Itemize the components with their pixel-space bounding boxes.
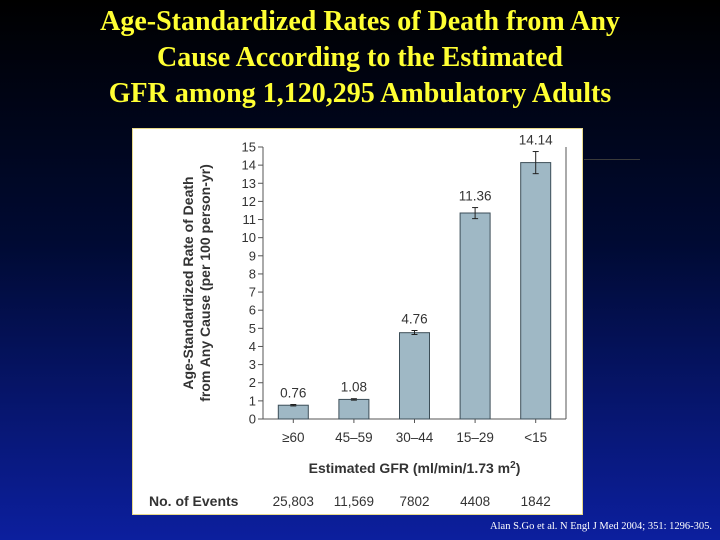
y-tick-label: 13 [242,176,256,191]
y-tick-label: 7 [249,285,256,300]
event-count: 4408 [460,494,490,509]
x-tick-label: 15–29 [456,430,494,445]
y-tick-label: 15 [242,140,256,155]
bar [338,398,370,420]
chart-panel: 0 1 2 3 4 5 6 7 8 9 10 11 12 13 14 15 Age-Standardized R… [132,128,583,515]
y-tick-label: 6 [249,303,256,318]
bar [399,332,430,420]
y-tick-label: 14 [242,158,256,173]
x-tick-label: ≥60 [282,430,304,445]
decorative-line [584,159,640,160]
data-label: 4.76 [401,312,427,327]
bar [520,162,552,420]
y-tick-label: 3 [249,357,256,372]
bar [277,404,309,420]
y-tick-label: 5 [249,321,256,336]
y-tick-label: 1 [249,393,256,408]
bar [459,212,491,420]
x-axis-label: Estimated GFR (ml/min/1.73 m2) [309,460,521,476]
y-tick-label: 11 [243,212,257,227]
y-axis-label: Age-Standardized Rate of Death [180,176,196,389]
event-count: 7802 [399,494,429,509]
events-row-label: No. of Events [149,493,239,509]
event-count: 11,569 [334,494,374,509]
x-tick-label: 30–44 [396,430,434,445]
data-label: 14.14 [519,133,553,148]
y-tick-label: 12 [242,194,256,209]
data-label: 1.08 [341,380,367,395]
slide-title-line-3: GFR among 1,120,295 Ambulatory Adults [108,78,612,109]
x-tick-label: <15 [524,430,547,445]
data-label: 11.36 [459,189,492,204]
y-axis-label: from Any Cause (per 100 person-yr) [197,164,213,402]
citation: Alan S.Go et al. N Engl J Med 2004; 351:… [490,521,712,532]
event-count: 1842 [521,494,551,509]
slide-title: Age-Standardized Rates of Death from Any… [0,4,720,112]
y-tick-label: 4 [249,339,256,354]
y-tick-label: 9 [249,248,256,263]
slide-title-line-1: Age-Standardized Rates of Death from Any [100,6,620,37]
y-tick-label: 2 [249,375,256,390]
event-count: 25,803 [273,494,314,509]
data-label: 0.76 [280,385,306,400]
y-tick-label: 10 [242,230,256,245]
x-tick-label: 45–59 [335,430,373,445]
slide-title-line-2: Cause According to the Estimated [157,42,563,73]
y-tick-label: 8 [249,266,256,281]
y-tick-label: 0 [249,412,256,427]
